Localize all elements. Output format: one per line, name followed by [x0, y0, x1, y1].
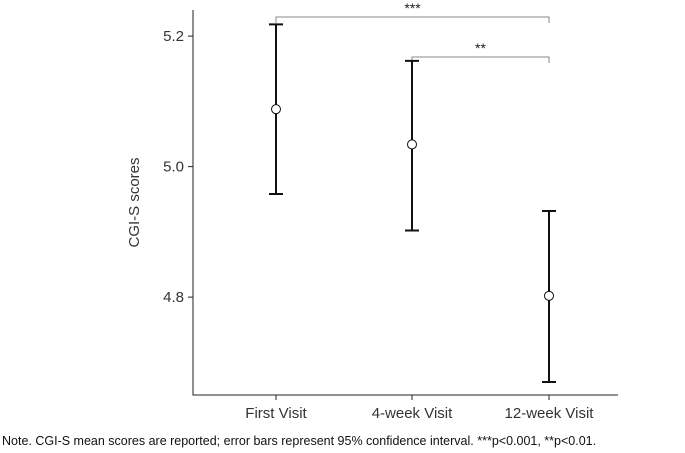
y-axis-ticks: 4.8 5.0 5.2: [163, 28, 193, 306]
x-axis-ticks: First Visit 4-week Visit 12-week Visit: [245, 395, 594, 422]
mean-point: [544, 290, 554, 301]
y-axis-title: CGI-S scores: [126, 157, 143, 247]
significance-brackets: *****: [275, 0, 550, 63]
significance-bracket: [411, 56, 550, 63]
significance-bracket: [275, 16, 550, 23]
mean-point: [271, 104, 281, 115]
y-tick-label: 4.8: [163, 289, 184, 306]
x-tick-label: 12-week Visit: [505, 405, 595, 422]
y-tick-label: 5.2: [163, 28, 184, 45]
significance-label: **: [475, 40, 486, 56]
mean-point: [407, 139, 417, 150]
y-tick-label: 5.0: [163, 159, 184, 176]
axes: [192, 10, 618, 396]
x-tick-label: First Visit: [245, 405, 307, 422]
data-marks: [269, 23, 556, 383]
figure-note: Note. CGI-S mean scores are reported; er…: [2, 434, 597, 448]
x-tick-label: 4-week Visit: [372, 405, 453, 422]
significance-label: ***: [404, 0, 421, 16]
axis-lines: [192, 10, 618, 396]
